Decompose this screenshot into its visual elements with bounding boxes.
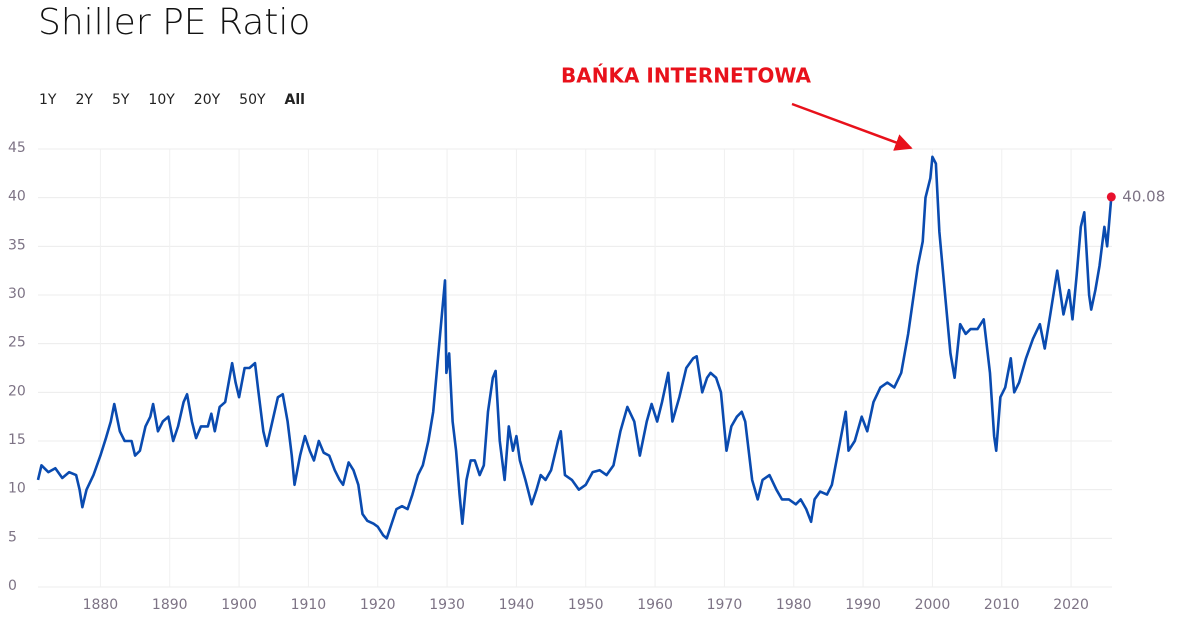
- range-button[interactable]: 10Y: [148, 92, 175, 108]
- chart-title: Shiller PE Ratio: [38, 2, 310, 43]
- x-tick-label: 1960: [637, 597, 673, 613]
- x-tick-label: 1880: [83, 597, 119, 613]
- grid: [38, 148, 1112, 588]
- x-tick-label: 1900: [221, 597, 257, 613]
- range-button[interactable]: 5Y: [112, 92, 130, 108]
- y-tick-label: 35: [8, 237, 26, 253]
- y-tick-label: 45: [8, 140, 26, 156]
- y-tick-label: 5: [8, 529, 17, 545]
- annotation: BAŃKA INTERNETOWA: [561, 64, 811, 88]
- range-button[interactable]: 20Y: [194, 92, 221, 108]
- y-tick-label: 30: [8, 286, 26, 302]
- x-tick-label: 1970: [707, 597, 743, 613]
- x-tick-label: 1890: [152, 597, 188, 613]
- range-button[interactable]: 1Y: [39, 92, 57, 108]
- x-tick-label: 1950: [568, 597, 604, 613]
- x-tick-label: 2000: [915, 597, 951, 613]
- y-tick-label: 0: [8, 578, 17, 594]
- annotation-arrow: [791, 102, 913, 151]
- y-tick-label: 15: [8, 432, 26, 448]
- x-tick-label: 2020: [1053, 597, 1089, 613]
- x-tick-label: 1920: [360, 597, 396, 613]
- last-value-label: 40.08: [1122, 187, 1165, 205]
- range-button[interactable]: 50Y: [239, 92, 266, 108]
- last-point: [1106, 192, 1116, 202]
- range-button[interactable]: All: [285, 92, 305, 108]
- range-buttons: 1Y 2Y 5Y 10Y 20Y 50Y All: [39, 92, 305, 108]
- y-tick-label: 20: [8, 383, 26, 399]
- x-tick-label: 2010: [984, 597, 1020, 613]
- y-tick-label: 10: [8, 481, 26, 497]
- x-tick-label: 1910: [291, 597, 327, 613]
- x-tick-label: 1940: [499, 597, 535, 613]
- x-tick-label: 1990: [845, 597, 881, 613]
- line-series: [36, 155, 1113, 540]
- x-tick-label: 1930: [429, 597, 465, 613]
- x-tick-label: 1980: [776, 597, 812, 613]
- range-button[interactable]: 2Y: [75, 92, 93, 108]
- y-tick-label: 40: [8, 189, 26, 205]
- y-tick-label: 25: [8, 335, 26, 351]
